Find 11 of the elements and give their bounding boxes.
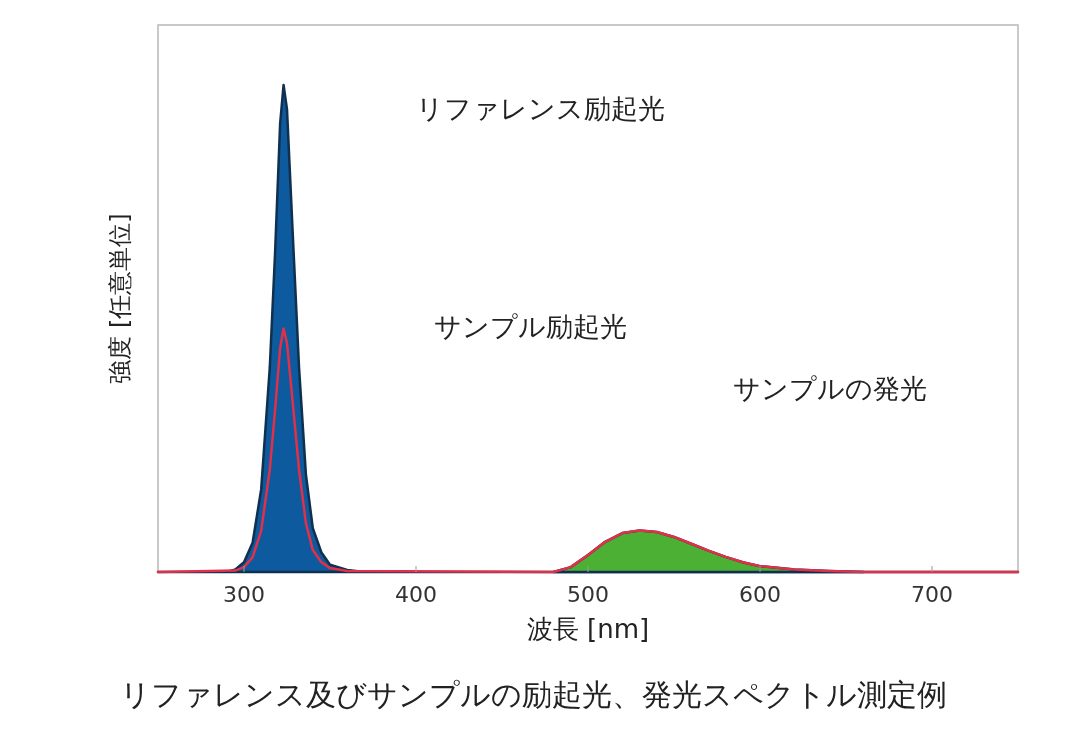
x-axis-title: 波長 [nm] xyxy=(526,614,650,644)
annotation: リファレンス励起光 xyxy=(415,93,665,124)
annotation: サンプル励起光 xyxy=(433,311,627,342)
x-tick-label: 400 xyxy=(395,582,437,607)
x-tick-label: 600 xyxy=(739,582,781,607)
x-tick-label: 300 xyxy=(223,582,265,607)
text: リファレンス及びサンプルの励起光、発光スペクトル測定例 xyxy=(119,677,947,712)
annotation: サンプルの発光 xyxy=(733,373,927,404)
y-axis-title: 強度 [任意単位] xyxy=(106,213,134,384)
x-tick-label: 700 xyxy=(911,582,953,607)
x-tick-label: 500 xyxy=(567,582,609,607)
